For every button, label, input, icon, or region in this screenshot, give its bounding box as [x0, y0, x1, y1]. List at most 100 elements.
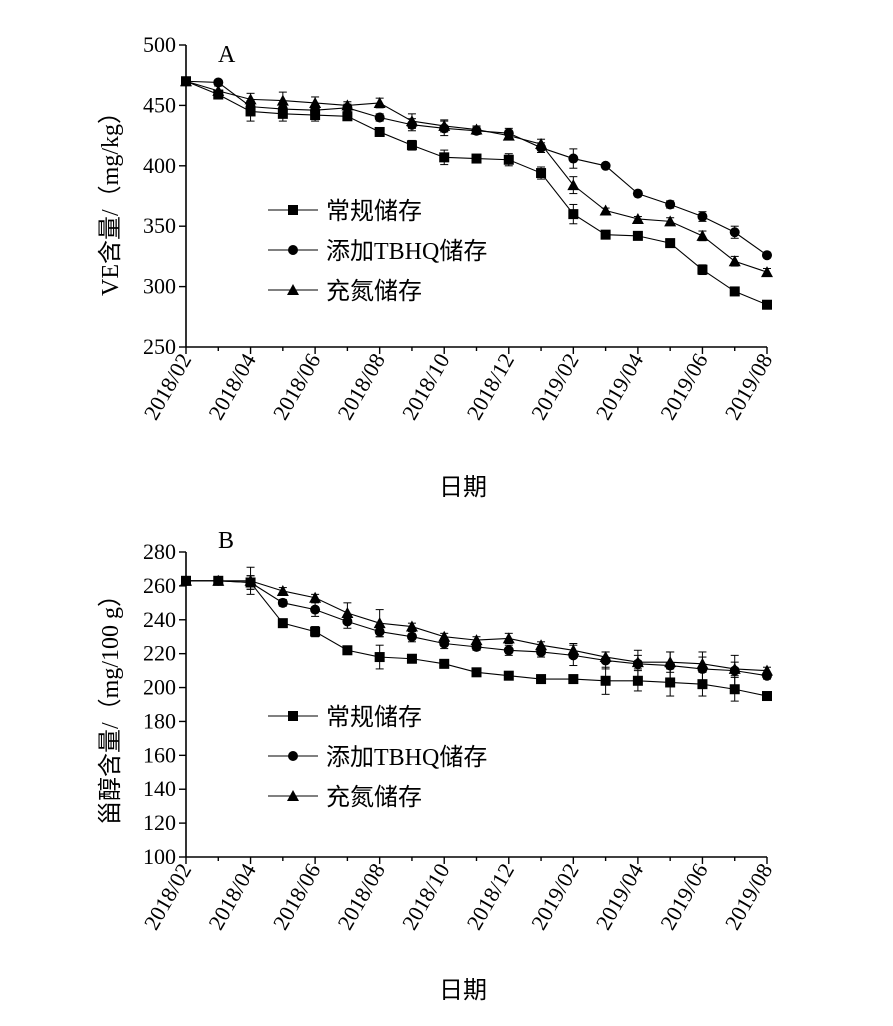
data-point — [277, 618, 288, 629]
data-point — [213, 77, 224, 88]
x-tick-label: 2019/08 — [720, 859, 778, 934]
legend-label: 充氮储存 — [326, 278, 422, 305]
y-tick-label: 100 — [143, 844, 176, 869]
x-tick-label: 2018/10 — [397, 859, 455, 934]
data-point — [665, 199, 676, 210]
data-point — [405, 115, 418, 127]
data-point — [310, 626, 321, 637]
y-tick-label: 240 — [143, 607, 176, 632]
legend-entry: 充氮储存 — [268, 278, 422, 305]
legend-label: 充氮储存 — [326, 784, 422, 811]
data-point — [373, 617, 386, 629]
data-point — [276, 94, 289, 106]
x-tick-label: 2019/02 — [526, 349, 584, 424]
data-point — [341, 607, 354, 618]
data-point — [374, 652, 385, 663]
y-tick-label: 220 — [143, 641, 176, 666]
legend-entry: 常规储存 — [268, 198, 422, 225]
x-tick-label: 2019/04 — [591, 859, 649, 934]
legend-marker — [288, 245, 298, 255]
x-tick-label: 2018/04 — [203, 859, 261, 934]
data-point — [502, 632, 515, 644]
data-point — [503, 154, 514, 165]
data-point — [374, 112, 385, 123]
series-line — [185, 80, 768, 256]
data-point — [471, 153, 482, 164]
data-point — [632, 230, 643, 241]
series-circle — [181, 76, 772, 261]
data-point — [309, 591, 322, 603]
y-tick-label: 500 — [143, 32, 176, 57]
data-point — [631, 212, 644, 224]
data-point — [470, 123, 483, 135]
x-tick-label: 2018/06 — [268, 349, 326, 424]
panel-b-x-axis-title: 日期 — [439, 978, 487, 1004]
panel-a-x-axis-title: 日期 — [439, 475, 487, 501]
x-tick-label: 2019/08 — [720, 349, 778, 424]
y-tick-label: 140 — [143, 776, 176, 801]
legend-label: 添加TBHQ储存 — [326, 744, 487, 771]
series-triangle — [180, 566, 773, 677]
x-tick-label: 2018/02 — [139, 349, 197, 424]
data-point — [600, 229, 611, 240]
series-line — [186, 580, 768, 677]
legend-marker — [287, 284, 299, 295]
data-point — [762, 250, 772, 261]
data-point — [729, 286, 740, 297]
x-tick-label: 2018/08 — [332, 349, 390, 424]
data-point — [406, 140, 417, 151]
data-point — [535, 138, 548, 150]
data-point — [180, 574, 192, 586]
data-point — [310, 604, 321, 615]
data-point — [406, 631, 417, 642]
y-tick-label: 180 — [143, 708, 176, 733]
data-point — [729, 684, 740, 695]
x-tick-label: 2019/04 — [591, 349, 649, 424]
y-tick-label: 160 — [143, 742, 176, 767]
legend-label: 常规储存 — [326, 198, 422, 225]
data-point — [728, 255, 741, 267]
panel-a-label: A — [218, 42, 236, 68]
series-line — [185, 80, 768, 306]
data-point — [696, 657, 709, 669]
data-point — [568, 209, 579, 220]
x-tick-label: 2019/02 — [526, 859, 584, 934]
y-tick-label: 280 — [143, 539, 176, 564]
data-point — [503, 645, 514, 656]
data-point — [696, 229, 709, 241]
data-point — [761, 266, 773, 278]
panel-b-label: B — [218, 528, 234, 554]
data-point — [665, 677, 676, 688]
data-point — [439, 152, 450, 163]
data-point — [244, 93, 257, 105]
data-point — [502, 129, 515, 141]
legend-marker — [287, 790, 299, 801]
data-point — [631, 656, 644, 668]
panel-a-y-axis-title: VE含量/（mg/kg） — [97, 100, 124, 296]
y-tick-label: 450 — [143, 92, 176, 117]
data-point — [599, 204, 612, 216]
y-tick-label: 120 — [143, 810, 176, 835]
panel-b-y-axis-title: 甾醇含量/（mg/100 g） — [97, 583, 124, 825]
data-point — [632, 675, 643, 686]
data-point — [762, 299, 772, 310]
y-tick-label: 250 — [143, 334, 176, 359]
data-point — [309, 96, 322, 108]
legend-label: 添加TBHQ储存 — [326, 238, 487, 265]
x-tick-label: 2018/10 — [397, 349, 455, 424]
legend-label: 常规储存 — [326, 704, 422, 731]
data-point — [762, 691, 772, 702]
data-point — [761, 664, 773, 676]
data-point — [342, 111, 353, 122]
legend-entry: 添加TBHQ储存 — [268, 238, 487, 265]
data-point — [470, 634, 483, 646]
data-point — [567, 644, 580, 656]
data-point — [276, 584, 289, 596]
legend-marker — [288, 751, 298, 761]
data-point — [567, 179, 580, 191]
